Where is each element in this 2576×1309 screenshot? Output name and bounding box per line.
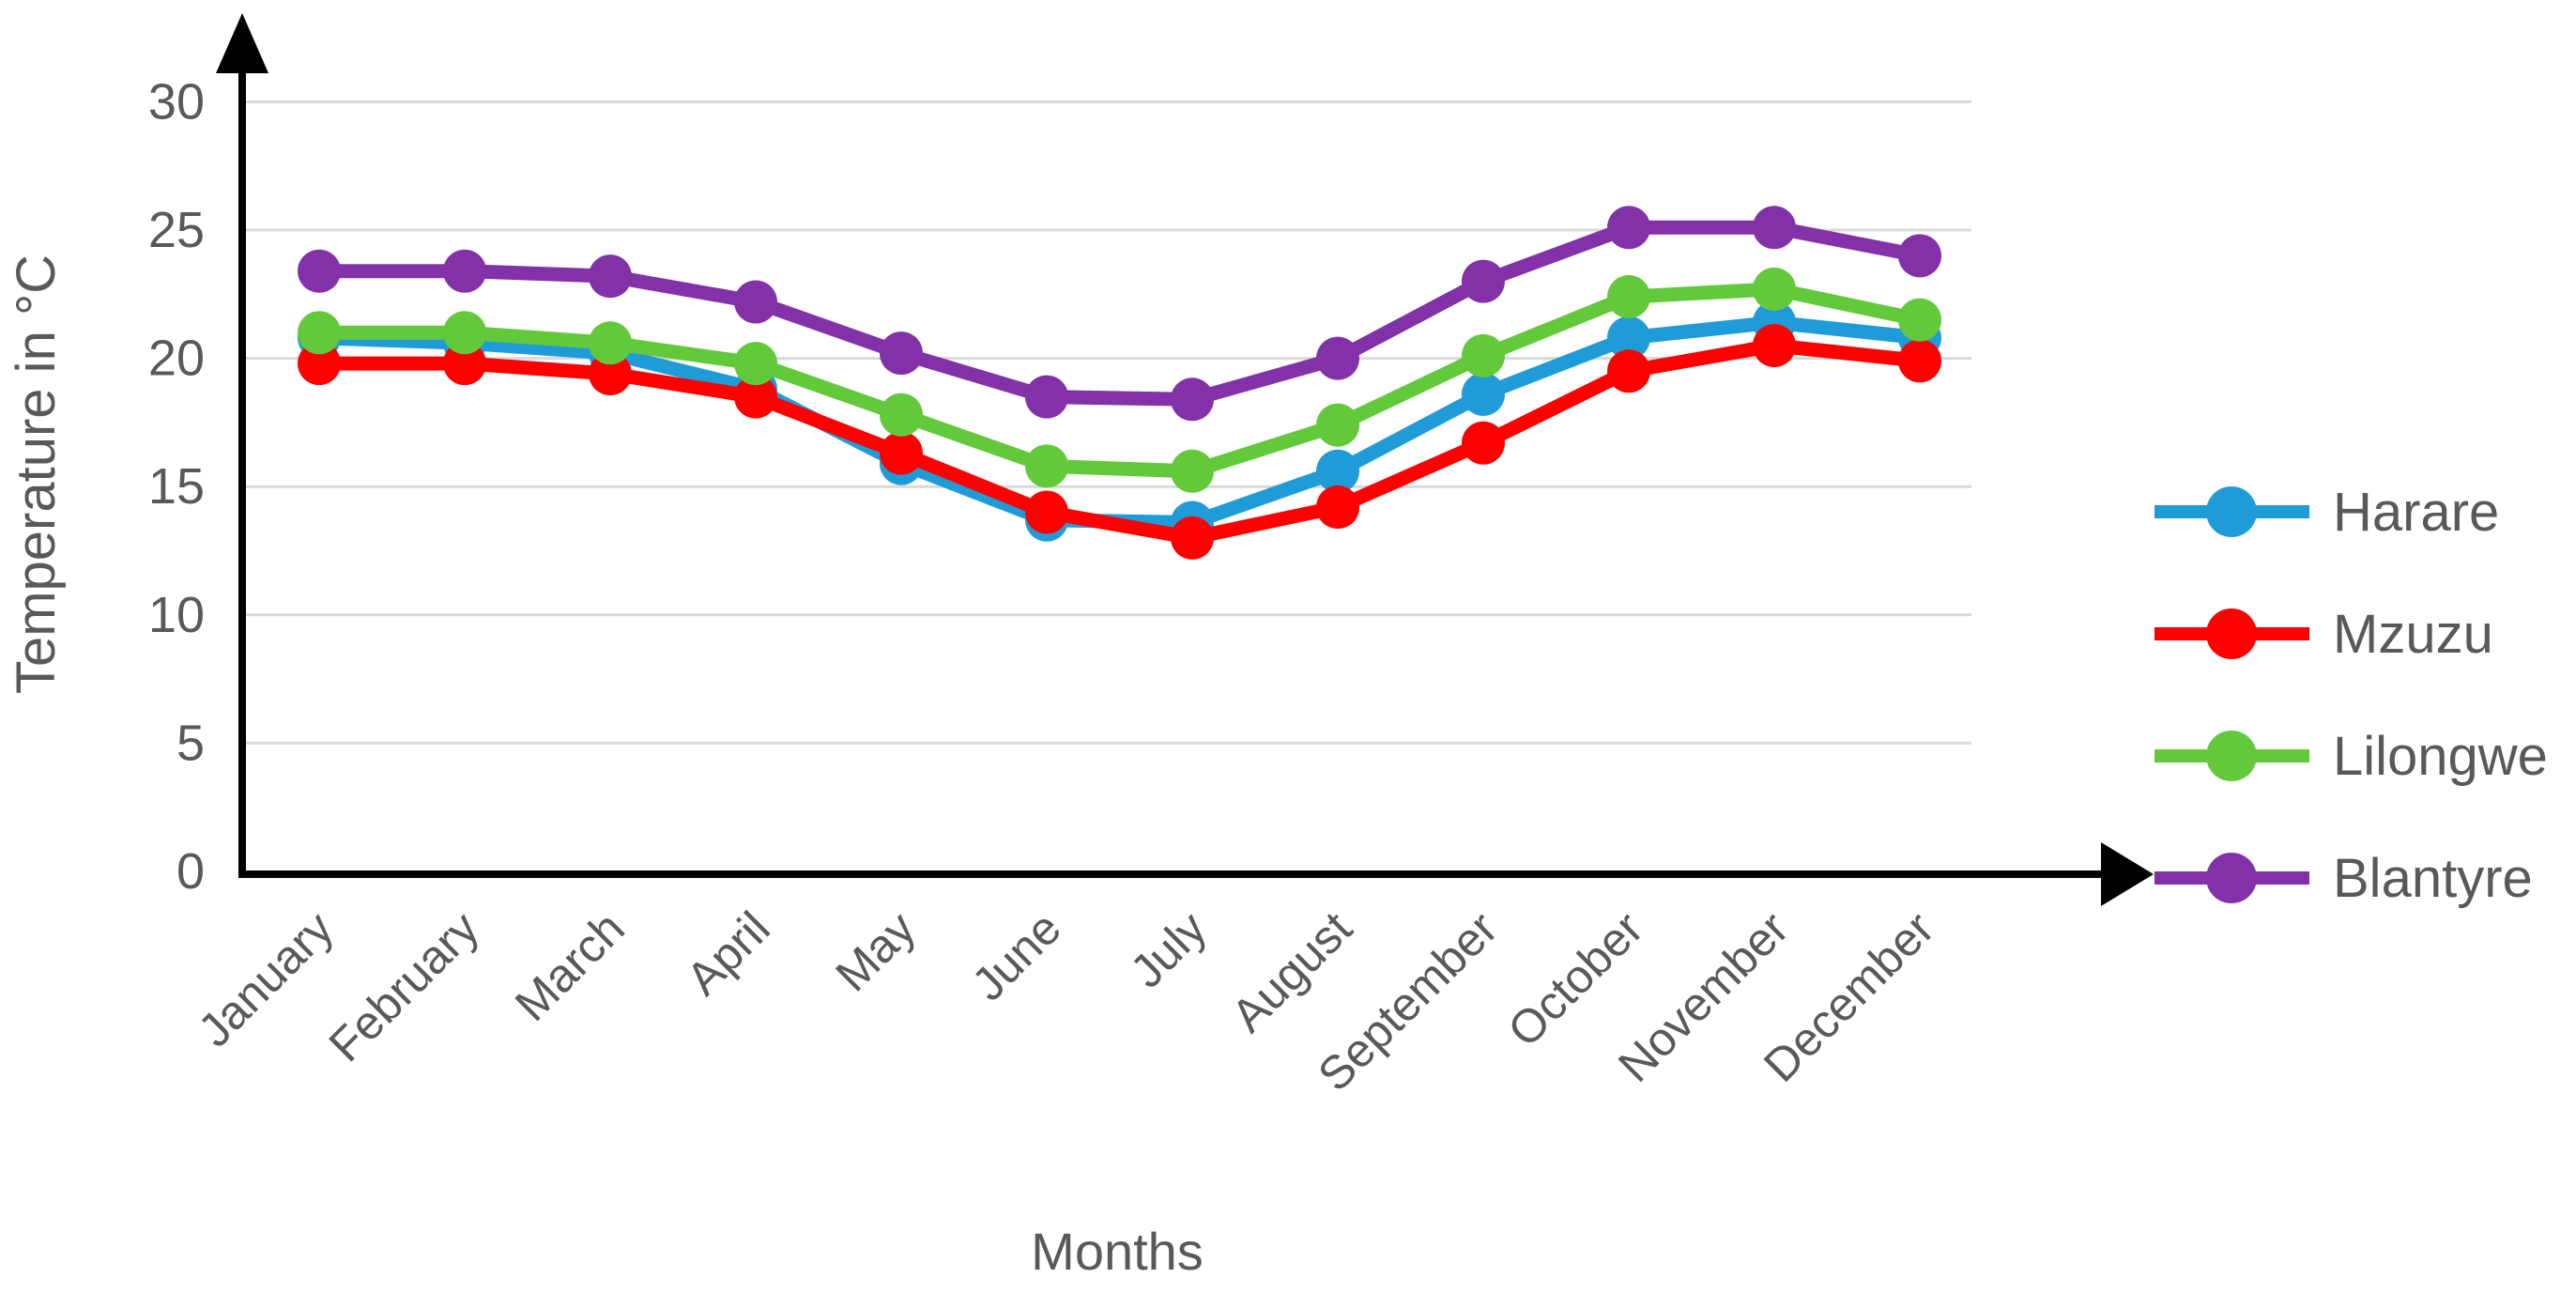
- legend-label-lilongwe: Lilongwe: [2333, 726, 2548, 787]
- data-point-lilongwe-july[interactable]: [1171, 449, 1214, 493]
- legend-label-harare: Harare: [2333, 482, 2499, 543]
- x-tick-label: February: [319, 901, 489, 1071]
- legend-label-blantyre: Blantyre: [2333, 848, 2533, 909]
- legend-label-mzuzu: Mzuzu: [2333, 604, 2493, 665]
- data-point-blantyre-january[interactable]: [298, 249, 341, 293]
- y-tick-label: 20: [148, 331, 205, 387]
- data-point-mzuzu-august[interactable]: [1316, 485, 1359, 530]
- legend-item-blantyre[interactable]: Blantyre: [2154, 848, 2533, 909]
- data-point-lilongwe-may[interactable]: [880, 393, 923, 437]
- data-point-blantyre-march[interactable]: [589, 254, 632, 299]
- series-line-mzuzu: [319, 338, 1921, 546]
- y-tick-label: 25: [148, 202, 205, 258]
- data-point-blantyre-september[interactable]: [1462, 259, 1505, 303]
- data-point-blantyre-june[interactable]: [1025, 375, 1068, 419]
- y-axis-arrow-icon: [216, 13, 268, 73]
- x-tick-label: April: [676, 901, 779, 1005]
- y-tick-label: 15: [148, 458, 205, 515]
- legend-swatch-marker-blantyre: [2206, 853, 2257, 903]
- x-tick-label: June: [962, 901, 1071, 1010]
- legend-item-lilongwe[interactable]: Lilongwe: [2154, 726, 2548, 787]
- x-tick-label: August: [1221, 901, 1362, 1042]
- y-tick-label: 10: [148, 587, 205, 643]
- data-point-lilongwe-march[interactable]: [589, 321, 632, 365]
- series-line-lilongwe: [319, 282, 1922, 479]
- x-axis-arrow-icon: [2101, 842, 2154, 906]
- data-point-mzuzu-february[interactable]: [443, 342, 486, 386]
- data-point-blantyre-april[interactable]: [734, 280, 777, 324]
- data-point-mzuzu-september[interactable]: [1462, 421, 1505, 465]
- data-point-mzuzu-july[interactable]: [1171, 516, 1214, 560]
- data-point-blantyre-november[interactable]: [1753, 206, 1796, 250]
- y-tick-label: 5: [176, 715, 205, 771]
- x-tick-label: July: [1120, 901, 1216, 997]
- data-point-blantyre-october[interactable]: [1607, 206, 1650, 250]
- data-point-lilongwe-february[interactable]: [443, 311, 486, 355]
- legend-swatch-marker-mzuzu: [2206, 608, 2257, 659]
- legend-swatch-marker-harare: [2206, 486, 2257, 537]
- data-point-harare-september[interactable]: [1462, 372, 1505, 416]
- legend-item-mzuzu[interactable]: Mzuzu: [2154, 604, 2493, 665]
- data-point-mzuzu-december[interactable]: [1898, 339, 1941, 383]
- data-point-mzuzu-april[interactable]: [734, 375, 777, 419]
- data-point-lilongwe-june[interactable]: [1025, 444, 1068, 488]
- data-point-lilongwe-august[interactable]: [1316, 403, 1359, 447]
- series-line-blantyre: [319, 220, 1922, 407]
- data-point-lilongwe-november[interactable]: [1753, 267, 1796, 311]
- data-point-mzuzu-november[interactable]: [1753, 323, 1796, 367]
- data-point-mzuzu-march[interactable]: [589, 351, 632, 395]
- series-line-harare: [318, 315, 1921, 530]
- data-point-blantyre-december[interactable]: [1898, 234, 1941, 278]
- data-point-lilongwe-december[interactable]: [1898, 298, 1941, 342]
- data-point-mzuzu-may[interactable]: [880, 431, 923, 475]
- data-point-blantyre-may[interactable]: [880, 331, 923, 376]
- y-tick-label: 0: [176, 843, 205, 900]
- y-tick-label: 30: [148, 73, 205, 130]
- x-axis-title: Months: [1031, 1222, 1204, 1281]
- data-point-blantyre-july[interactable]: [1171, 377, 1214, 422]
- data-point-lilongwe-january[interactable]: [298, 311, 341, 355]
- data-point-blantyre-august[interactable]: [1316, 336, 1359, 380]
- legend-item-harare[interactable]: Harare: [2154, 482, 2499, 543]
- data-point-harare-october[interactable]: [1607, 316, 1650, 360]
- data-point-lilongwe-september[interactable]: [1462, 333, 1505, 377]
- data-point-lilongwe-april[interactable]: [734, 342, 777, 386]
- data-point-mzuzu-january[interactable]: [298, 342, 341, 386]
- data-point-mzuzu-october[interactable]: [1607, 349, 1650, 393]
- data-point-blantyre-february[interactable]: [443, 249, 486, 293]
- data-point-lilongwe-october[interactable]: [1607, 275, 1650, 319]
- x-tick-label: March: [505, 901, 635, 1031]
- data-point-harare-august[interactable]: [1316, 449, 1359, 493]
- y-axis-title: Temperature in °C: [6, 254, 67, 694]
- data-point-mzuzu-june[interactable]: [1025, 490, 1068, 534]
- x-tick-label: May: [825, 901, 925, 1001]
- legend-swatch-marker-lilongwe: [2206, 731, 2257, 781]
